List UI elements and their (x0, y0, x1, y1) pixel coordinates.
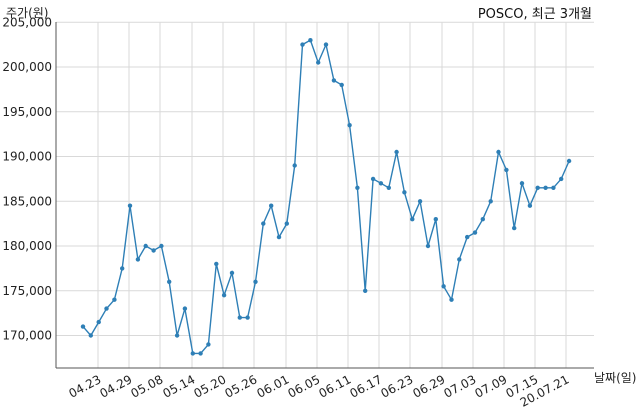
data-point (269, 203, 274, 208)
x-tick-label: 05.08 (128, 372, 165, 400)
data-point (198, 351, 203, 356)
x-tick-label: 06.01 (254, 372, 291, 400)
data-point (370, 176, 376, 182)
axes (55, 22, 594, 369)
data-point (237, 315, 242, 320)
data-point (339, 82, 344, 88)
data-point (135, 257, 141, 262)
data-point (88, 333, 94, 338)
data-point (80, 324, 86, 329)
data-point (480, 217, 485, 222)
data-point (292, 163, 297, 168)
price-series (80, 38, 572, 356)
series-line (82, 39, 570, 355)
data-point (519, 181, 525, 186)
x-tick-label: 04.23 (66, 372, 103, 400)
data-point (120, 266, 125, 271)
y-axis-title: 주가(원) (6, 6, 48, 20)
x-tick-label: 06.11 (316, 372, 353, 400)
data-point (316, 60, 321, 65)
data-point (512, 225, 517, 231)
data-point (331, 78, 337, 83)
data-point (308, 38, 313, 43)
data-point (300, 42, 305, 47)
data-point (151, 248, 156, 253)
data-point (559, 176, 564, 182)
data-point (182, 306, 188, 311)
data-point (488, 199, 493, 204)
data-point (410, 217, 415, 222)
data-point (496, 149, 501, 155)
data-point (472, 230, 478, 235)
data-point (276, 234, 282, 240)
data-point (386, 185, 391, 190)
x-tick-label: 05.14 (160, 372, 197, 400)
data-point (104, 306, 109, 311)
y-tick-label: 195,000 (2, 105, 52, 119)
data-point (425, 243, 431, 249)
data-point (214, 261, 219, 267)
data-point (284, 221, 289, 226)
data-point (229, 270, 235, 276)
y-tick-label: 180,000 (2, 239, 52, 253)
data-point (402, 190, 407, 195)
data-point (174, 333, 180, 338)
x-axis-title: 날짜(일) (594, 371, 636, 385)
data-point (253, 279, 258, 284)
x-tick-label: 07.03 (441, 372, 478, 400)
data-point (551, 185, 556, 190)
data-point (543, 185, 548, 190)
data-point (378, 181, 384, 186)
data-point (206, 342, 211, 347)
x-tick-label: 06.23 (378, 372, 415, 400)
data-point (535, 185, 540, 190)
y-tick-label: 175,000 (2, 284, 52, 298)
data-point (417, 199, 423, 204)
data-point (261, 221, 266, 226)
y-tick-label: 200,000 (2, 60, 52, 74)
data-point (355, 185, 360, 190)
data-point (112, 297, 117, 302)
x-tick-label: 04.29 (97, 372, 134, 400)
chart-title: POSCO, 최근 3개월 (478, 7, 592, 22)
x-tick-label: 06.17 (347, 372, 384, 400)
data-point (394, 149, 399, 155)
data-point (190, 351, 195, 356)
data-point (143, 243, 148, 249)
y-tick-label: 185,000 (2, 194, 52, 208)
x-tick-label: 06.29 (410, 372, 447, 400)
data-point (96, 319, 101, 325)
x-tick-label: 05.20 (191, 372, 228, 400)
data-point (323, 42, 329, 47)
data-point (566, 158, 572, 164)
data-point (347, 123, 352, 128)
y-tick-label: 170,000 (2, 329, 52, 343)
data-point (527, 203, 533, 208)
y-tick-label: 190,000 (2, 150, 52, 164)
x-tick-label: 07.09 (472, 372, 509, 400)
data-point (221, 293, 227, 298)
y-tick-labels: 170,000 175,000 180,000 185,000 190,000 195,0… (2, 15, 52, 342)
data-point (127, 203, 133, 208)
data-point (433, 217, 438, 222)
x-tick-label: 05.26 (222, 372, 259, 400)
grid-lines (56, 21, 594, 368)
data-point (465, 234, 470, 240)
data-point (167, 279, 172, 284)
data-point (363, 288, 368, 293)
data-point (159, 243, 164, 249)
x-tick-labels: 04.2304.2905.0805.1405.2005.2606.0106.05… (66, 372, 571, 409)
data-point (457, 257, 462, 262)
x-tick-label: 06.05 (285, 372, 322, 400)
data-point (441, 284, 446, 289)
y-tick-label: 205,000 (2, 15, 52, 29)
data-point (504, 167, 509, 173)
data-point (449, 297, 454, 302)
data-point (245, 315, 250, 320)
